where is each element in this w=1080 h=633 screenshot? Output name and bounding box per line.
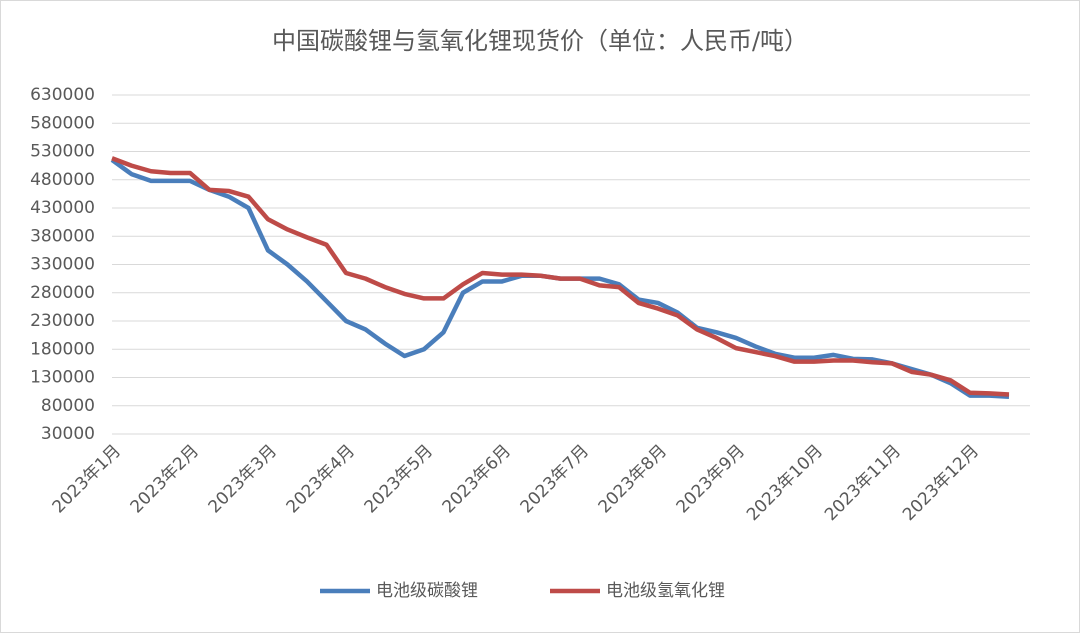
y-tick-label: 580000 xyxy=(30,113,95,133)
series-line xyxy=(111,156,1010,397)
y-tick-label: 630000 xyxy=(30,85,95,105)
y-tick-label: 480000 xyxy=(30,170,95,190)
y-tick-label: 180000 xyxy=(30,339,95,359)
y-tick-label: 280000 xyxy=(30,283,95,303)
y-tick-label: 80000 xyxy=(41,396,95,416)
legend-label: 电池级氢氧化锂 xyxy=(606,581,725,601)
y-tick-label: 380000 xyxy=(30,226,95,246)
y-tick-label: 430000 xyxy=(30,198,95,218)
chart-title: 中国碳酸锂与氢氧化锂现货价（单位：人民币/吨） xyxy=(272,27,808,55)
y-tick-label: 230000 xyxy=(30,311,95,331)
y-tick-label: 330000 xyxy=(30,255,95,275)
legend-label: 电池级碳酸锂 xyxy=(376,581,478,601)
y-tick-label: 530000 xyxy=(30,142,95,162)
y-tick-label: 30000 xyxy=(41,424,95,444)
y-tick-label: 130000 xyxy=(30,368,95,388)
